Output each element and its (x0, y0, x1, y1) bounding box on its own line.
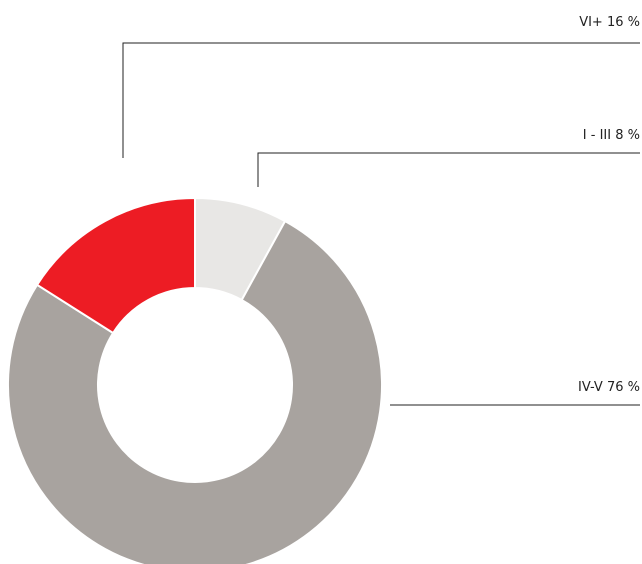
value-label: 8 % (615, 128, 640, 143)
leader-line (122, 42, 640, 158)
leader-line (257, 152, 640, 187)
slice-label: VI+ 16 % (579, 15, 640, 30)
value-label: 16 % (607, 15, 640, 30)
pie-slice (35, 196, 196, 335)
value-label: 76 % (607, 380, 640, 395)
category-label: VI+ (579, 15, 603, 30)
category-label: IV-V (578, 380, 603, 395)
slice-label: IV-V 76 % (578, 380, 640, 395)
slice-label: I - III 8 % (583, 128, 640, 143)
pie-slice (7, 219, 383, 564)
category-label: I - III (583, 128, 611, 143)
